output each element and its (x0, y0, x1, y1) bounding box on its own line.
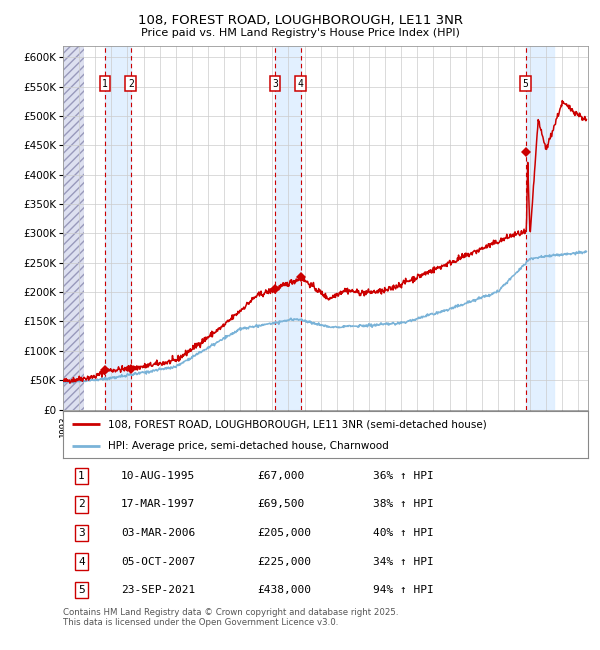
Text: 23-SEP-2021: 23-SEP-2021 (121, 585, 195, 595)
Text: 4: 4 (78, 556, 85, 567)
Text: 17-MAR-1997: 17-MAR-1997 (121, 499, 195, 510)
Text: 2: 2 (128, 79, 134, 88)
Text: 36% ↑ HPI: 36% ↑ HPI (373, 471, 433, 481)
Text: £438,000: £438,000 (257, 585, 311, 595)
Text: 1: 1 (78, 471, 85, 481)
Text: 34% ↑ HPI: 34% ↑ HPI (373, 556, 433, 567)
Text: 1: 1 (102, 79, 108, 88)
Text: 3: 3 (78, 528, 85, 538)
Text: Contains HM Land Registry data © Crown copyright and database right 2025.
This d: Contains HM Land Registry data © Crown c… (63, 608, 398, 627)
Text: £67,000: £67,000 (257, 471, 305, 481)
Text: 05-OCT-2007: 05-OCT-2007 (121, 556, 195, 567)
Text: 108, FOREST ROAD, LOUGHBOROUGH, LE11 3NR: 108, FOREST ROAD, LOUGHBOROUGH, LE11 3NR (137, 14, 463, 27)
Text: HPI: Average price, semi-detached house, Charnwood: HPI: Average price, semi-detached house,… (107, 441, 388, 451)
Text: 2: 2 (78, 499, 85, 510)
Text: 40% ↑ HPI: 40% ↑ HPI (373, 528, 433, 538)
Bar (105, 46, 131, 410)
Text: 94% ↑ HPI: 94% ↑ HPI (373, 585, 433, 595)
Text: £225,000: £225,000 (257, 556, 311, 567)
Text: 10-AUG-1995: 10-AUG-1995 (121, 471, 195, 481)
Bar (526, 46, 554, 410)
Text: 4: 4 (298, 79, 304, 88)
Text: 03-MAR-2006: 03-MAR-2006 (121, 528, 195, 538)
Text: 5: 5 (78, 585, 85, 595)
Text: £205,000: £205,000 (257, 528, 311, 538)
Text: 3: 3 (272, 79, 278, 88)
Text: Price paid vs. HM Land Registry's House Price Index (HPI): Price paid vs. HM Land Registry's House … (140, 28, 460, 38)
Text: 5: 5 (523, 79, 529, 88)
Text: 38% ↑ HPI: 38% ↑ HPI (373, 499, 433, 510)
Bar (63, 46, 84, 410)
Bar (275, 46, 301, 410)
Text: £69,500: £69,500 (257, 499, 305, 510)
Text: 108, FOREST ROAD, LOUGHBOROUGH, LE11 3NR (semi-detached house): 108, FOREST ROAD, LOUGHBOROUGH, LE11 3NR… (107, 419, 487, 429)
